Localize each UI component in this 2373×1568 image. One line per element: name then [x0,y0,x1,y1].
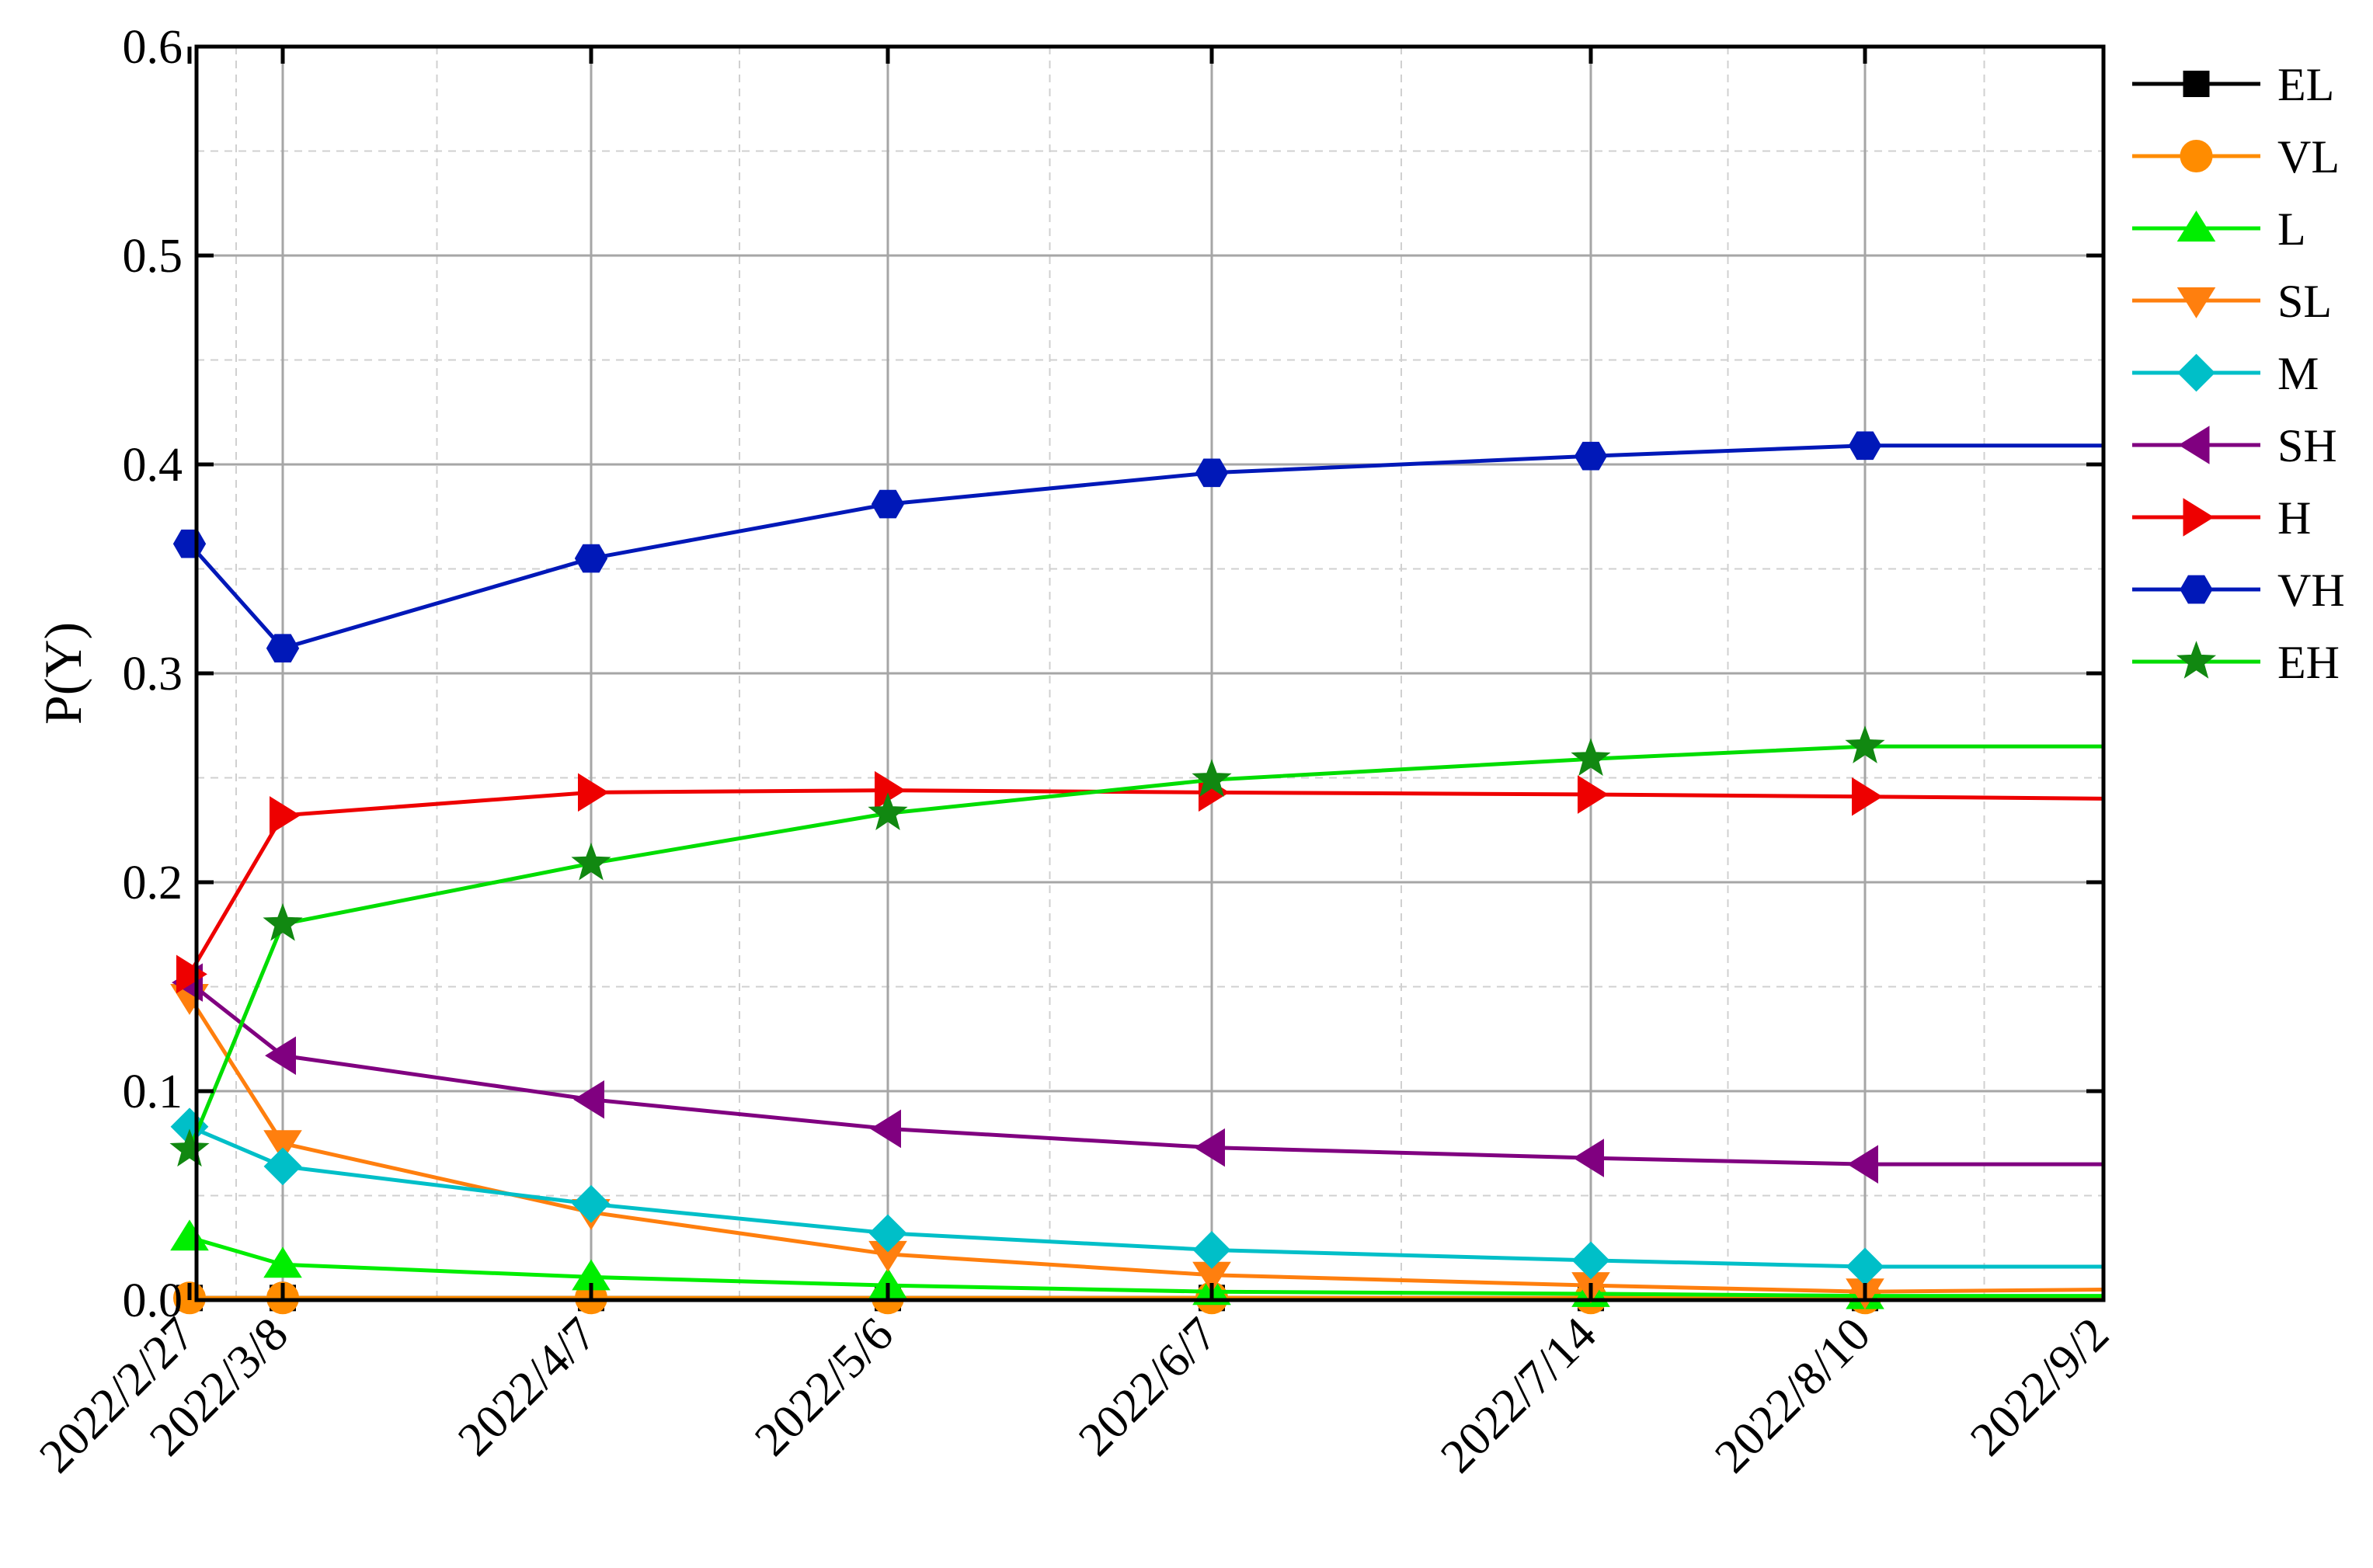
y-tick-label: 0.5 [123,230,183,283]
series-line-eh [187,744,2103,1151]
data-point-m [1571,1241,1610,1280]
legend-marker [2183,71,2210,97]
legend: EL VL L SL M SH H VH EH [2132,59,2345,688]
y-axis: 0.0 0.1 0.2 0.3 0.4 0.5 0.6 [123,21,2103,1327]
x-tick-label: 2022/6/7 [1069,1308,1227,1466]
data-point-vh [1195,458,1229,488]
x-tick-label: 2022/4/7 [448,1308,607,1466]
data-point-m [868,1214,907,1253]
series-eh [169,725,2103,1167]
series-line-sl [187,996,2104,1294]
legend-marker [2178,426,2210,464]
series-m [170,1107,2103,1286]
legend-item-vl: VL [2132,131,2340,183]
legend-item-eh: EH [2132,637,2340,688]
y-tick-label: 0.0 [123,1274,183,1327]
data-point-h [270,796,301,835]
series-line-l [189,1235,2103,1299]
legend-label: VL [2277,131,2340,183]
data-point-m [572,1184,611,1223]
series-h [176,770,2104,994]
data-point-eh [571,842,611,881]
y-axis-title: P(Y) [33,622,92,725]
data-point-h [578,773,609,812]
y-tick-label: 0.3 [123,648,183,701]
legend-label: VH [2277,565,2345,616]
y-tick-label: 0.6 [123,21,183,74]
data-point-m [1192,1231,1231,1269]
data-point-sh [1847,1145,1878,1184]
legend-marker [2180,575,2213,604]
data-point-eh [1571,738,1611,777]
series-layer [169,431,2104,1315]
legend-item-vh: VH [2132,565,2345,616]
series-line-h [187,788,2104,975]
legend-item-el: EL [2132,59,2334,110]
data-point-vh [574,544,608,573]
legend-item-l: L [2132,203,2306,255]
legend-label: SH [2277,420,2337,471]
y-tick-label: 0.2 [123,857,183,909]
legend-label: H [2277,492,2311,544]
legend-label: L [2277,203,2306,255]
data-point-h [1578,775,1609,814]
series-vh [172,431,2103,663]
series-vl [173,1281,2103,1315]
legend-item-sl: SL [2132,276,2332,327]
data-point-m [263,1147,302,1186]
data-point-sh [265,1036,296,1076]
legend-label: SL [2277,276,2332,327]
x-tick-label: 2022/7/14 [1431,1308,1606,1483]
data-point-sh [870,1109,901,1149]
series-line-sh [188,981,2103,1166]
data-point-sh [1194,1128,1225,1167]
data-point-vh [1848,431,1882,461]
legend-marker [2183,498,2215,537]
series-line-vh [188,443,2103,651]
x-tick-label: 2022/8/10 [1705,1308,1881,1483]
minor-grid [197,47,2103,1300]
data-point-h [1852,777,1883,816]
legend-marker [2177,353,2215,392]
legend-marker [2176,287,2216,318]
data-point-vh [266,634,300,663]
legend-item-h: H [2132,492,2311,544]
legend-marker [2176,210,2216,242]
data-point-vh [172,529,207,558]
data-point-eh [1192,759,1232,797]
y-tick-label: 0.4 [123,439,183,492]
data-point-vh [871,489,905,519]
legend-label: EL [2277,59,2334,110]
data-point-eh [868,792,908,830]
legend-label: EH [2277,637,2340,688]
x-tick-label: 2022/9/2 [1961,1308,2119,1466]
legend-item-sh: SH [2132,420,2337,471]
legend-marker [2180,140,2213,172]
data-point-eh [263,902,303,941]
data-point-sl [263,1130,302,1162]
data-point-h [176,954,207,994]
series-sl [170,983,2104,1310]
data-point-sh [1573,1139,1604,1177]
data-point-sh [573,1080,604,1119]
data-point-eh [1845,725,1885,763]
x-tick-label: 2022/5/6 [745,1308,903,1466]
data-point-vh [1574,441,1608,471]
major-grid [197,47,2103,1300]
series-sh [172,963,2103,1184]
legend-marker [2176,641,2217,679]
data-point-eh [169,1128,210,1167]
data-point-l [170,1219,209,1251]
series-line-m [189,1125,2103,1269]
legend-label: M [2277,348,2319,399]
y-tick-label: 0.1 [123,1066,183,1118]
legend-item-m: M [2132,348,2319,399]
data-point-l [263,1246,302,1278]
